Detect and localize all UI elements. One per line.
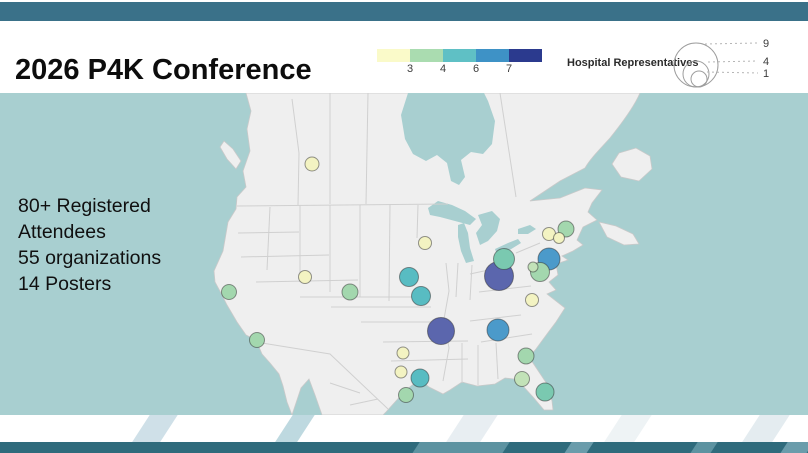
great-lakes bbox=[428, 201, 536, 263]
size-circle-medium bbox=[682, 60, 710, 88]
footer-stripe bbox=[540, 442, 602, 453]
color-scale-segment bbox=[377, 49, 410, 62]
hospital-bubble bbox=[341, 283, 359, 301]
size-legend-title: Hospital Representatives bbox=[567, 57, 699, 69]
hospital-bubble bbox=[418, 236, 432, 250]
stats-text: 80+ Registered Attendees 55 organization… bbox=[18, 193, 161, 297]
hospital-bubble bbox=[411, 286, 431, 306]
stat-line: 55 organizations bbox=[18, 247, 162, 269]
color-scale-segment bbox=[410, 49, 443, 62]
footer-accent-bar bbox=[0, 442, 808, 453]
bubble-layer bbox=[221, 156, 575, 403]
size-circle-large bbox=[673, 42, 719, 88]
top-accent-bar bbox=[0, 2, 808, 21]
color-scale-segment bbox=[443, 49, 476, 62]
hospital-bubble bbox=[221, 284, 237, 300]
size-tick: 4 bbox=[763, 56, 769, 68]
newfoundland bbox=[611, 147, 653, 182]
color-scale-legend bbox=[377, 49, 542, 62]
hospital-bubble bbox=[399, 267, 419, 287]
footer-stripe bbox=[388, 442, 518, 453]
color-tick: 3 bbox=[406, 63, 414, 75]
leader-line bbox=[706, 71, 759, 74]
hospital-bubble bbox=[396, 346, 410, 360]
color-tick: 7 bbox=[505, 63, 513, 75]
hospital-bubble bbox=[517, 347, 535, 365]
hospital-bubble bbox=[394, 365, 408, 379]
stat-line: Attendees bbox=[18, 221, 106, 243]
footer-stripe bbox=[728, 415, 798, 442]
footer-stripe-band bbox=[0, 415, 808, 442]
color-scale-ticks: 3 4 6 7 bbox=[377, 63, 542, 77]
hospital-bubble bbox=[525, 293, 539, 307]
footer-stripe bbox=[118, 415, 186, 442]
hospital-bubble bbox=[527, 261, 539, 273]
footer-stripe bbox=[590, 415, 660, 442]
header: 2026 P4K Conference 3 4 6 7 Hospital Rep… bbox=[0, 21, 808, 93]
nova-scotia bbox=[598, 221, 640, 246]
hospital-bubble bbox=[304, 156, 320, 172]
footer-stripe bbox=[666, 442, 726, 453]
hudson-bay bbox=[401, 93, 495, 185]
hospital-bubble bbox=[486, 318, 510, 342]
north-america-map bbox=[0, 92, 808, 417]
color-scale-segment bbox=[476, 49, 509, 62]
color-scale-segment bbox=[509, 49, 542, 62]
size-legend-circles: 9 4 1 bbox=[673, 38, 769, 88]
hospital-bubble bbox=[398, 387, 414, 403]
hospital-bubble bbox=[249, 332, 265, 348]
leader-line bbox=[707, 60, 759, 63]
footer-stripe bbox=[756, 442, 808, 453]
vancouver-island bbox=[219, 140, 242, 170]
hospital-bubble bbox=[535, 382, 555, 402]
slide-title: 2026 P4K Conference bbox=[15, 54, 312, 86]
size-tick: 9 bbox=[763, 38, 769, 50]
hospital-bubble bbox=[514, 371, 530, 387]
hospital-bubble bbox=[298, 270, 312, 284]
leader-line bbox=[704, 42, 759, 45]
footer-stripe bbox=[261, 415, 323, 442]
stat-line: 14 Posters bbox=[18, 273, 112, 295]
size-circle-small bbox=[690, 70, 708, 88]
hospital-bubble bbox=[553, 232, 565, 244]
size-tick: 1 bbox=[763, 68, 769, 80]
stat-line: 80+ Registered bbox=[18, 195, 151, 217]
color-tick: 6 bbox=[472, 63, 480, 75]
hospital-bubble bbox=[410, 368, 430, 388]
hospital-bubble bbox=[493, 248, 515, 270]
color-tick: 4 bbox=[439, 63, 447, 75]
footer-stripe bbox=[432, 415, 506, 442]
map: 80+ Registered Attendees 55 organization… bbox=[0, 92, 808, 417]
hospital-bubble bbox=[427, 317, 455, 345]
